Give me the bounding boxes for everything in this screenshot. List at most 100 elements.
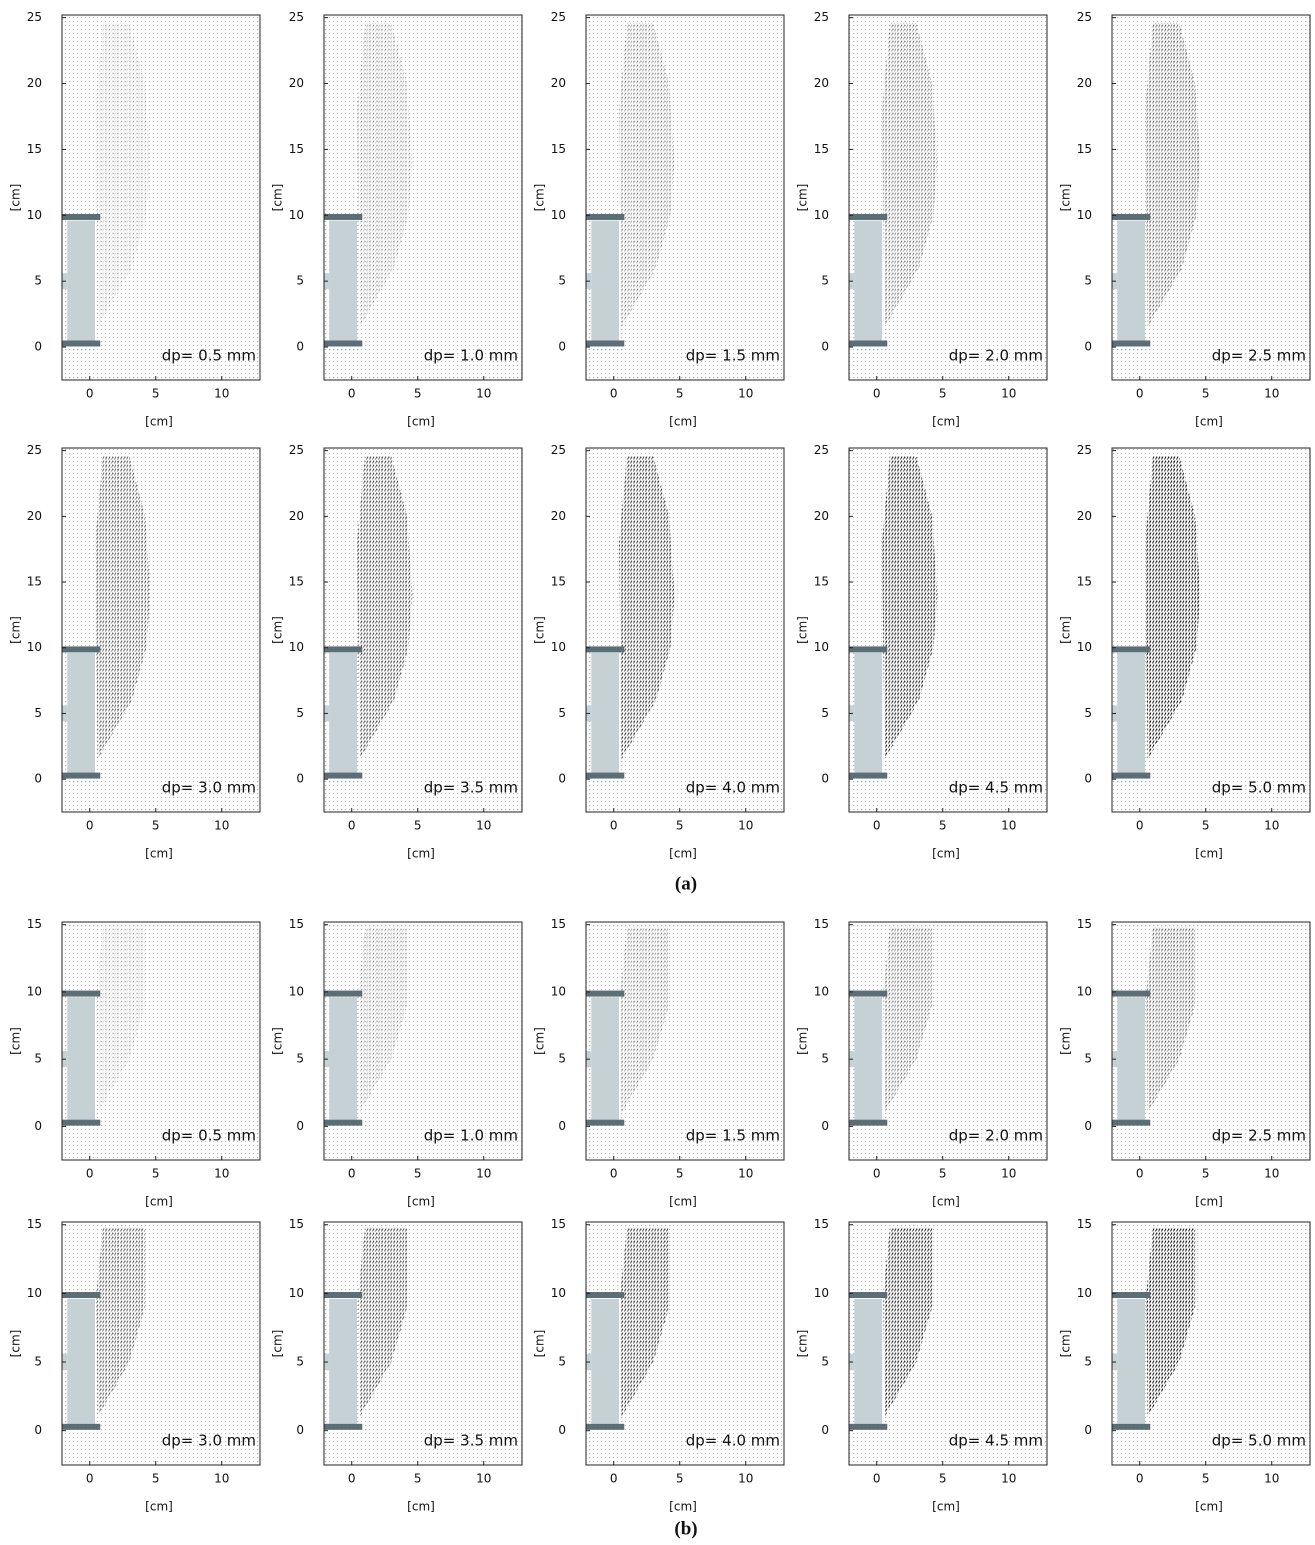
x-axis-label: [cm]: [669, 415, 697, 429]
y-tick-label: 0: [558, 1119, 566, 1133]
panel: 0 5 10 15 20 25 0 5 10 [cm] [cm] dp= 0.5 mm: [9, 10, 261, 429]
y-tick-label: 0: [1084, 1423, 1092, 1437]
y-tick-label: 5: [34, 1355, 42, 1369]
subfigure-label: (a): [675, 873, 697, 894]
device-body: [67, 652, 95, 773]
x-axis-label: [cm]: [1195, 415, 1223, 429]
device-plate: [324, 646, 363, 653]
vector-plume: [619, 22, 675, 328]
y-tick-label: 10: [1077, 208, 1092, 222]
vector-plume: [96, 927, 146, 1113]
x-axis-label: [cm]: [1195, 1195, 1223, 1209]
device-plate: [849, 646, 888, 653]
x-tick-label: 0: [610, 387, 618, 401]
vector-plume: [620, 927, 670, 1113]
device-plate: [586, 1119, 625, 1126]
device-body: [329, 652, 357, 773]
y-tick-label: 20: [289, 76, 304, 90]
y-tick-label: 10: [814, 1286, 829, 1300]
annotation: dp= 2.0 mm: [949, 1127, 1043, 1145]
y-tick-label: 5: [821, 706, 829, 720]
y-tick-label: 5: [1084, 1355, 1092, 1369]
plot-frame: [323, 447, 523, 813]
y-tick-label: 15: [1077, 1217, 1092, 1231]
x-axis-label: [cm]: [407, 1500, 435, 1514]
vector-plume: [358, 927, 408, 1113]
y-tick-label: 20: [814, 509, 829, 523]
y-tick-label: 25: [1077, 10, 1092, 24]
plot-frame: [585, 14, 785, 381]
vector-plume: [357, 22, 413, 328]
x-tick-label: 5: [152, 1472, 160, 1486]
panel: 0 5 10 15 20 25 0 5 10 [cm] [cm] dp= 4.5 mm: [796, 443, 1048, 861]
x-tick-label: 10: [738, 1472, 753, 1486]
x-tick-label: 10: [1264, 1167, 1279, 1181]
y-tick-label: 20: [27, 76, 42, 90]
y-tick-label: 5: [1084, 706, 1092, 720]
y-tick-label: 0: [296, 1119, 304, 1133]
y-axis-label: [cm]: [533, 616, 547, 644]
x-tick-label: 5: [152, 1167, 160, 1181]
x-tick-label: 10: [476, 1167, 491, 1181]
y-axis-label: [cm]: [533, 1027, 547, 1055]
y-tick-label: 20: [27, 509, 42, 523]
x-tick-label: 10: [1001, 819, 1016, 833]
y-tick-label: 0: [296, 1423, 304, 1437]
x-tick-label: 0: [1136, 1472, 1144, 1486]
x-tick-label: 0: [348, 1472, 356, 1486]
y-tick-label: 15: [551, 575, 566, 589]
x-tick-label: 5: [414, 819, 422, 833]
panel: 0 5 10 15 0 5 10 [cm] [cm] dp= 3.5 mm: [271, 1217, 523, 1514]
x-tick-label: 5: [414, 1167, 422, 1181]
y-axis-label: [cm]: [271, 184, 285, 212]
annotation: dp= 2.5 mm: [1212, 1127, 1306, 1145]
device-plate: [849, 1292, 888, 1299]
y-tick-label: 0: [558, 1423, 566, 1437]
y-tick-label: 15: [289, 1217, 304, 1231]
annotation: dp= 4.5 mm: [949, 1432, 1043, 1450]
plot-frame: [323, 921, 523, 1161]
device-plate: [1112, 1119, 1151, 1126]
y-axis-label: [cm]: [1059, 1330, 1073, 1358]
device-plate: [62, 1292, 101, 1299]
plot-frame: [61, 1221, 261, 1466]
x-tick-label: 0: [1136, 1167, 1144, 1181]
y-axis-label: [cm]: [9, 184, 23, 212]
y-tick-label: 20: [289, 509, 304, 523]
x-tick-label: 10: [214, 1472, 229, 1486]
vector-plume: [357, 455, 413, 760]
y-tick-label: 5: [558, 274, 566, 288]
annotation: dp= 2.5 mm: [1212, 347, 1306, 365]
y-tick-label: 0: [34, 340, 42, 354]
panel: 0 5 10 15 0 5 10 [cm] [cm] dp= 4.5 mm: [796, 1217, 1048, 1514]
y-tick-label: 10: [551, 984, 566, 998]
y-tick-label: 0: [558, 772, 566, 786]
plot-frame: [1111, 447, 1311, 813]
y-tick-label: 10: [27, 640, 42, 654]
device-body: [854, 997, 882, 1120]
y-tick-label: 10: [1077, 984, 1092, 998]
y-tick-label: 0: [821, 1119, 829, 1133]
device-body: [591, 1298, 619, 1424]
y-tick-label: 0: [1084, 772, 1092, 786]
y-tick-label: 5: [558, 1355, 566, 1369]
y-axis-label: [cm]: [271, 1330, 285, 1358]
x-tick-label: 5: [1202, 819, 1210, 833]
plot-frame: [61, 921, 261, 1161]
y-tick-label: 25: [27, 10, 42, 24]
y-tick-label: 10: [551, 208, 566, 222]
vector-plume: [95, 22, 151, 328]
y-tick-label: 10: [551, 640, 566, 654]
x-tick-label: 10: [476, 819, 491, 833]
device-body: [854, 652, 882, 773]
y-axis-label: [cm]: [271, 1027, 285, 1055]
x-axis-label: [cm]: [145, 415, 173, 429]
x-axis-label: [cm]: [669, 847, 697, 861]
y-tick-label: 25: [551, 10, 566, 24]
x-axis-label: [cm]: [932, 415, 960, 429]
y-tick-label: 15: [1077, 575, 1092, 589]
device-body: [854, 220, 882, 341]
device-plate: [1112, 990, 1151, 997]
y-tick-label: 5: [296, 274, 304, 288]
device-body: [1117, 1298, 1145, 1424]
